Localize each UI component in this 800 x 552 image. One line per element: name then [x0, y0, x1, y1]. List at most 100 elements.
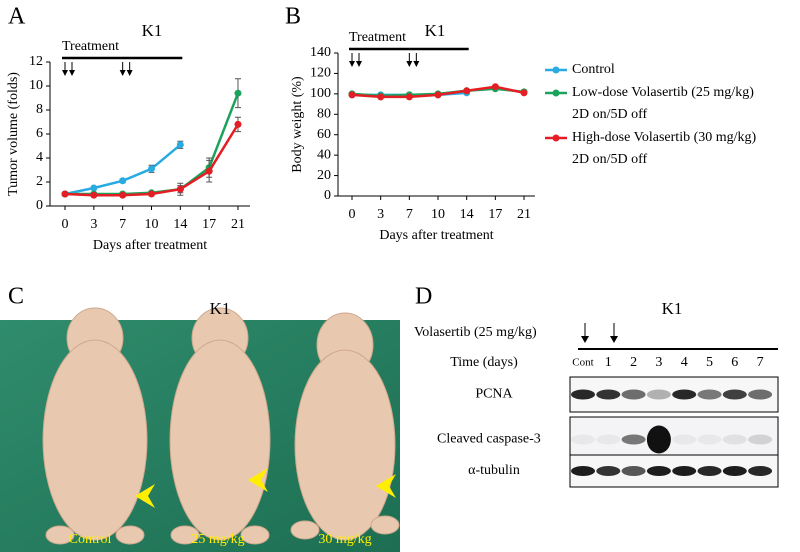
y-tick-label: 140 [310, 45, 331, 60]
blot-band [748, 434, 773, 445]
x-tick-label: 17 [202, 217, 216, 232]
panel-letter: B [285, 4, 301, 30]
blot-band [621, 389, 646, 400]
data-point [520, 89, 528, 97]
y-tick-label: 60 [317, 127, 331, 142]
data-point [119, 191, 127, 199]
blot-band [672, 434, 697, 445]
blot-band [672, 466, 697, 476]
blot-band [571, 434, 595, 445]
data-point [434, 91, 442, 99]
y-tick-label: 10 [29, 78, 43, 93]
data-point [234, 120, 242, 128]
blot-band [646, 389, 671, 400]
dose-arrowhead [356, 61, 362, 67]
data-point [377, 93, 385, 101]
data-point [90, 191, 98, 199]
blot-band [697, 434, 722, 445]
blot-band [596, 389, 621, 400]
dose-arrowhead [126, 70, 133, 76]
lane-label: 4 [681, 355, 688, 370]
data-point [147, 165, 155, 173]
y-tick-label: 80 [317, 107, 331, 122]
x-tick-label: 0 [349, 207, 356, 222]
blot-band [697, 466, 722, 476]
legend-marker [552, 89, 560, 97]
data-point [405, 93, 413, 101]
dose-arrowhead [349, 61, 355, 67]
photo-label: 25 mg/kg [191, 532, 244, 547]
lane-label: 5 [706, 355, 713, 370]
treatment-label: Volasertib (25 mg/kg) [414, 325, 537, 340]
annotation: Treatment [349, 30, 406, 45]
photo-label: Control [69, 532, 112, 547]
panel-title: K1 [210, 299, 231, 318]
y-tick-label: 20 [317, 168, 331, 183]
y-tick-label: 120 [310, 66, 331, 81]
lane-label: 7 [757, 355, 764, 370]
blot-band [748, 466, 773, 476]
series-line [65, 92, 240, 196]
lane-label: 1 [605, 355, 612, 370]
y-tick-label: 6 [36, 126, 43, 141]
x-tick-label: 10 [431, 207, 445, 222]
x-tick-label: 0 [62, 217, 69, 232]
blot-band [672, 389, 697, 400]
blot-band [596, 466, 621, 476]
data-point [176, 185, 184, 193]
blot-band [621, 466, 646, 476]
legend-label: High-dose Volasertib (30 mg/kg) 2D on/5D … [572, 130, 757, 167]
data-point [348, 91, 356, 99]
data-point [234, 89, 242, 97]
dose-arrowhead [69, 70, 75, 76]
row-label: PCNA [475, 387, 513, 402]
y-axis-label: Body weight (%) [290, 76, 305, 173]
panel-letter: A [8, 4, 26, 30]
series-line [64, 143, 182, 196]
photo-label: 30 mg/kg [318, 532, 371, 547]
time-label: Time (days) [450, 355, 518, 370]
dose-arrowhead [406, 61, 413, 67]
blot-band [621, 434, 646, 445]
chart-title: K1 [425, 21, 446, 40]
lane-label: Cont [572, 357, 593, 369]
blot-band [722, 466, 747, 476]
panel-title: K1 [662, 299, 683, 318]
mouse-photos [42, 307, 400, 545]
x-tick-label: 7 [406, 207, 413, 222]
x-tick-label: 17 [488, 207, 502, 222]
dose-arrowhead [413, 61, 420, 67]
x-tick-label: 21 [231, 217, 245, 232]
y-tick-label: 0 [36, 198, 43, 213]
x-tick-label: 7 [119, 217, 126, 232]
data-point [147, 190, 155, 198]
blot-band [596, 434, 621, 445]
data-point [90, 184, 98, 192]
blot-band [646, 425, 671, 454]
blot-band [722, 434, 747, 445]
row-label: α-tubulin [468, 463, 520, 478]
blot-band [571, 389, 595, 400]
blot-band [646, 466, 671, 476]
y-tick-label: 100 [310, 86, 331, 101]
x-tick-label: 3 [90, 217, 97, 232]
y-tick-label: 12 [29, 54, 43, 69]
data-point [119, 177, 127, 185]
y-tick-label: 8 [36, 102, 43, 117]
dose-arrowhead [119, 70, 126, 76]
x-axis-label: Days after treatment [379, 228, 493, 243]
panel-letter: C [8, 284, 24, 310]
tumor-arrowheads [135, 468, 396, 508]
legend-marker [552, 66, 560, 74]
legend-marker [552, 134, 560, 142]
y-tick-label: 40 [317, 147, 331, 162]
blot-band [697, 389, 722, 400]
blot-band [571, 466, 595, 476]
x-tick-label: 3 [377, 207, 384, 222]
x-tick-label: 14 [173, 217, 187, 232]
data-point [61, 190, 69, 198]
lane-label: 3 [655, 355, 662, 370]
dose-arrows [581, 323, 618, 343]
y-tick-label: 2 [36, 174, 43, 189]
